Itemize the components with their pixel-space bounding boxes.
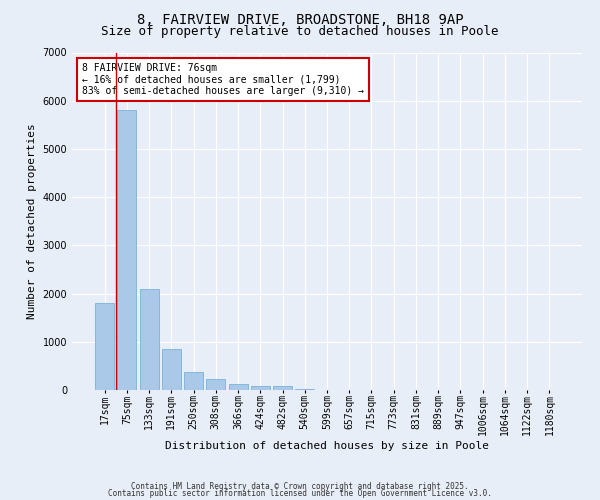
Bar — [206, 379, 225, 390]
Bar — [162, 349, 181, 390]
Bar — [184, 372, 203, 390]
Text: Contains HM Land Registry data © Crown copyright and database right 2025.: Contains HM Land Registry data © Crown c… — [131, 482, 469, 491]
Bar — [95, 303, 114, 390]
Text: 8, FAIRVIEW DRIVE, BROADSTONE, BH18 9AP: 8, FAIRVIEW DRIVE, BROADSTONE, BH18 9AP — [137, 12, 463, 26]
Bar — [118, 110, 136, 390]
X-axis label: Distribution of detached houses by size in Poole: Distribution of detached houses by size … — [165, 441, 489, 451]
Bar — [140, 289, 158, 390]
Text: 8 FAIRVIEW DRIVE: 76sqm
← 16% of detached houses are smaller (1,799)
83% of semi: 8 FAIRVIEW DRIVE: 76sqm ← 16% of detache… — [82, 62, 364, 96]
Bar — [295, 388, 314, 390]
Bar — [251, 386, 270, 390]
Bar — [229, 384, 248, 390]
Bar — [273, 386, 292, 390]
Text: Contains public sector information licensed under the Open Government Licence v3: Contains public sector information licen… — [108, 490, 492, 498]
Text: Size of property relative to detached houses in Poole: Size of property relative to detached ho… — [101, 25, 499, 38]
Y-axis label: Number of detached properties: Number of detached properties — [27, 124, 37, 319]
